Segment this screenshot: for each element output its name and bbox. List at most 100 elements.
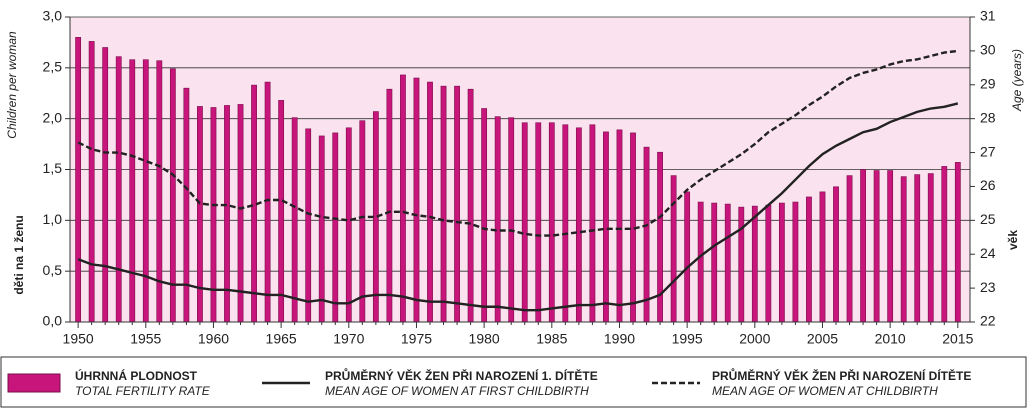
bar: [873, 170, 880, 323]
y2-tick-label: 22: [980, 313, 996, 329]
bar: [102, 47, 109, 323]
x-tick-label: 2005: [807, 331, 838, 347]
y-tick-label: 2,0: [43, 109, 63, 125]
y2-tick-label: 29: [980, 75, 996, 91]
legend-label-en: MEAN AGE OF WOMEN AT FIRST CHILDBIRTH: [325, 384, 589, 398]
bar: [454, 85, 460, 323]
bar: [765, 204, 772, 323]
bar: [332, 132, 339, 323]
x-tick-label: 1990: [604, 331, 635, 347]
bar: [833, 186, 839, 323]
x-tick-label: 1970: [333, 331, 364, 347]
y-tick-label: 3,0: [43, 8, 63, 24]
bar: [603, 131, 609, 323]
bar: [237, 104, 244, 323]
legend-label-en: TOTAL FERTILITY RATE: [75, 384, 211, 398]
bar: [927, 173, 934, 323]
bar: [684, 191, 691, 323]
bar: [887, 170, 894, 323]
x-tick-label: 2000: [739, 331, 770, 347]
bar: [129, 59, 136, 323]
bar: [562, 124, 569, 323]
bar: [670, 175, 677, 323]
y2-tick-label: 23: [980, 279, 996, 295]
bar: [291, 117, 298, 323]
bar: [616, 129, 623, 323]
y-tick-label: 0,5: [43, 262, 63, 278]
bar: [806, 196, 812, 323]
bar: [494, 116, 501, 323]
bar: [75, 37, 82, 323]
bar: [183, 87, 190, 323]
bar: [778, 202, 785, 323]
bar: [941, 166, 948, 323]
bar: [115, 56, 122, 323]
x-tick-label: 1950: [63, 331, 94, 347]
bar: [467, 88, 474, 323]
bar: [197, 106, 203, 323]
bar: [846, 175, 853, 323]
bar: [954, 162, 961, 323]
y2-axis-label-en: Age (years): [1010, 49, 1024, 112]
bar: [589, 124, 596, 323]
y2-axis-label: věk: [1006, 230, 1020, 250]
y2-tick-label: 31: [980, 8, 996, 24]
bar: [508, 117, 515, 323]
bar: [88, 41, 95, 323]
y-axis-label: děti na 1 ženu: [12, 215, 26, 294]
bar: [521, 122, 528, 323]
bar: [359, 120, 366, 323]
bar: [860, 169, 866, 323]
bar: [751, 205, 758, 323]
bar: [643, 146, 650, 323]
legend-label: ÚHRNNÁ PLODNOST: [75, 368, 198, 383]
y-tick-label: 2,5: [43, 59, 63, 75]
bar: [900, 176, 907, 323]
legend-swatch: [7, 373, 61, 393]
x-tick-label: 2015: [942, 331, 973, 347]
bar: [724, 203, 731, 323]
legend-label: PRŮMĚRNÝ VĚK ŽEN PŘI NAROZENÍ DÍTĚTE: [712, 367, 971, 383]
bar: [318, 135, 325, 323]
x-tick-label: 1985: [536, 331, 567, 347]
bar: [427, 81, 433, 323]
bar: [914, 174, 921, 323]
bar: [481, 108, 488, 323]
x-tick-label: 1965: [266, 331, 297, 347]
legend-box: [0, 356, 1027, 408]
bar: [413, 77, 420, 323]
y2-tick-label: 25: [980, 211, 996, 227]
bar: [697, 201, 704, 323]
y2-tick-label: 30: [980, 42, 996, 58]
bar: [142, 59, 149, 323]
y2-tick-label: 27: [980, 143, 996, 159]
bar: [386, 88, 393, 323]
bar: [548, 122, 555, 323]
x-tick-label: 1995: [672, 331, 703, 347]
bar: [345, 127, 352, 323]
legend-label-en: MEAN AGE OF WOMEN AT CHILDBIRTH: [712, 384, 938, 398]
bar: [819, 191, 826, 323]
bar: [264, 81, 271, 323]
bar: [792, 201, 799, 323]
bar: [575, 127, 582, 323]
y-tick-label: 0,0: [43, 313, 63, 329]
bar: [440, 85, 447, 323]
bar: [711, 202, 718, 323]
legend-label: PRŮMĚRNÝ VĚK ŽEN PŘI NAROZENÍ 1. DÍTĚTE: [325, 367, 598, 383]
bar: [278, 100, 285, 323]
x-tick-label: 1980: [469, 331, 500, 347]
bar: [400, 74, 406, 323]
x-tick-label: 1975: [401, 331, 432, 347]
y2-tick-label: 26: [980, 177, 996, 193]
y-axis-label-en: Children per woman: [5, 31, 19, 139]
bar: [738, 206, 745, 323]
line-series: [77, 102, 959, 312]
x-tick-label: 1955: [130, 331, 161, 347]
x-tick-label: 2010: [875, 331, 906, 347]
x-tick-label: 1960: [198, 331, 229, 347]
bar: [305, 128, 312, 323]
y2-tick-label: 28: [980, 109, 996, 125]
bar: [535, 122, 542, 323]
y2-tick-label: 24: [980, 245, 996, 261]
